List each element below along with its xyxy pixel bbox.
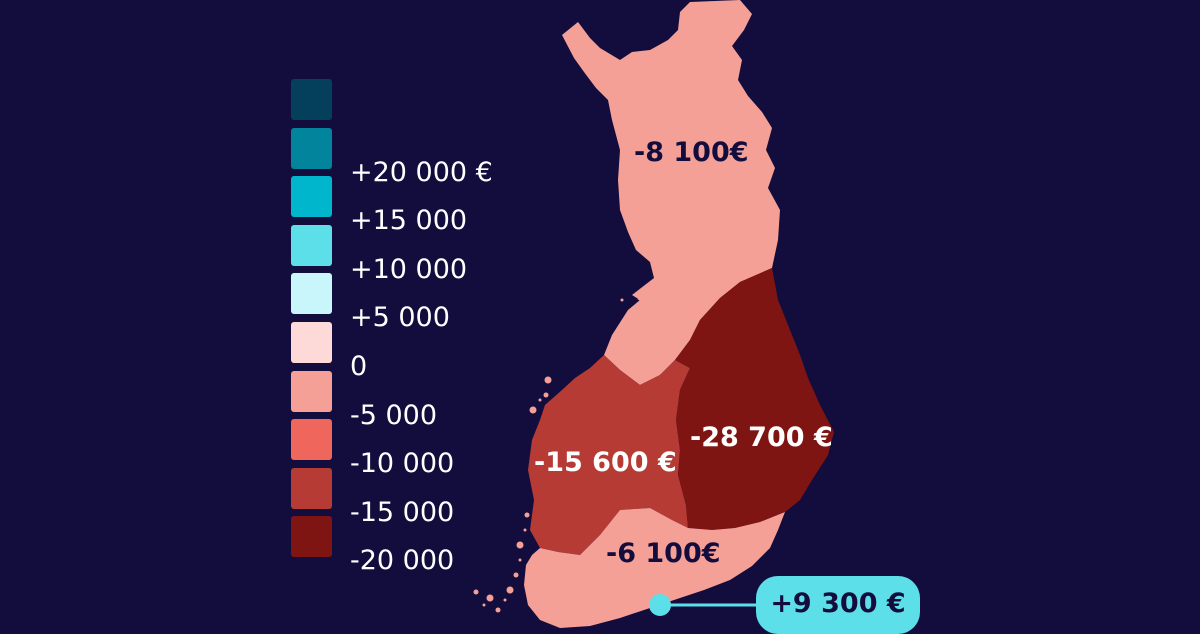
island bbox=[486, 594, 494, 602]
island bbox=[503, 598, 507, 602]
region-label-east: -28 700 € bbox=[690, 422, 833, 453]
legend-label: -20 000 bbox=[350, 545, 455, 577]
island bbox=[516, 541, 524, 549]
legend-label: +20 000 € bbox=[350, 156, 493, 188]
island bbox=[543, 392, 549, 398]
map-region-north bbox=[562, 0, 780, 385]
legend-swatch bbox=[291, 224, 332, 266]
coast-islands bbox=[473, 295, 643, 613]
legend-swatch bbox=[291, 273, 332, 315]
island bbox=[513, 572, 519, 578]
capital-dot bbox=[649, 594, 671, 616]
capital-callout-value: +9 300 € bbox=[770, 587, 906, 619]
island bbox=[495, 607, 501, 613]
region-label-south: -6 100€ bbox=[606, 538, 721, 569]
island bbox=[473, 589, 479, 595]
capital-callout: +9 300 € bbox=[756, 576, 920, 634]
island bbox=[538, 398, 542, 402]
legend-label: -5 000 bbox=[350, 399, 438, 431]
legend-swatch bbox=[291, 79, 332, 120]
legend-swatch bbox=[291, 467, 332, 509]
region-label-west: -15 600 € bbox=[534, 447, 677, 478]
island bbox=[523, 528, 527, 532]
island bbox=[637, 295, 643, 301]
island bbox=[506, 586, 514, 594]
island bbox=[544, 376, 552, 384]
legend-swatch bbox=[291, 370, 332, 412]
legend-label: -10 000 bbox=[350, 448, 455, 480]
legend-swatch bbox=[291, 419, 332, 461]
island bbox=[518, 558, 522, 562]
island bbox=[524, 512, 530, 518]
legend-label: -15 000 bbox=[350, 496, 455, 528]
island bbox=[482, 603, 486, 607]
legend-swatch bbox=[291, 127, 332, 169]
legend-label: +15 000 bbox=[350, 205, 468, 237]
legend-swatch bbox=[291, 176, 332, 218]
legend-label: +10 000 bbox=[350, 253, 468, 285]
island bbox=[620, 298, 624, 302]
legend-swatch bbox=[291, 322, 332, 363]
region-label-north: -8 100€ bbox=[634, 137, 749, 168]
map-region-west bbox=[528, 355, 690, 555]
legend-label: 0 bbox=[350, 351, 368, 382]
legend-label: +5 000 bbox=[350, 302, 450, 334]
island bbox=[529, 406, 537, 414]
legend-swatch bbox=[291, 516, 332, 558]
map-region-east bbox=[675, 268, 834, 530]
map-region-south bbox=[524, 508, 785, 628]
